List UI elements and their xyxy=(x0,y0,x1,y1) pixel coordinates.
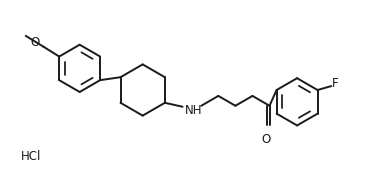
Text: F: F xyxy=(332,77,339,90)
Text: O: O xyxy=(261,133,270,146)
Text: HCl: HCl xyxy=(21,150,41,163)
Text: NH: NH xyxy=(185,104,202,117)
Text: O: O xyxy=(31,36,40,49)
